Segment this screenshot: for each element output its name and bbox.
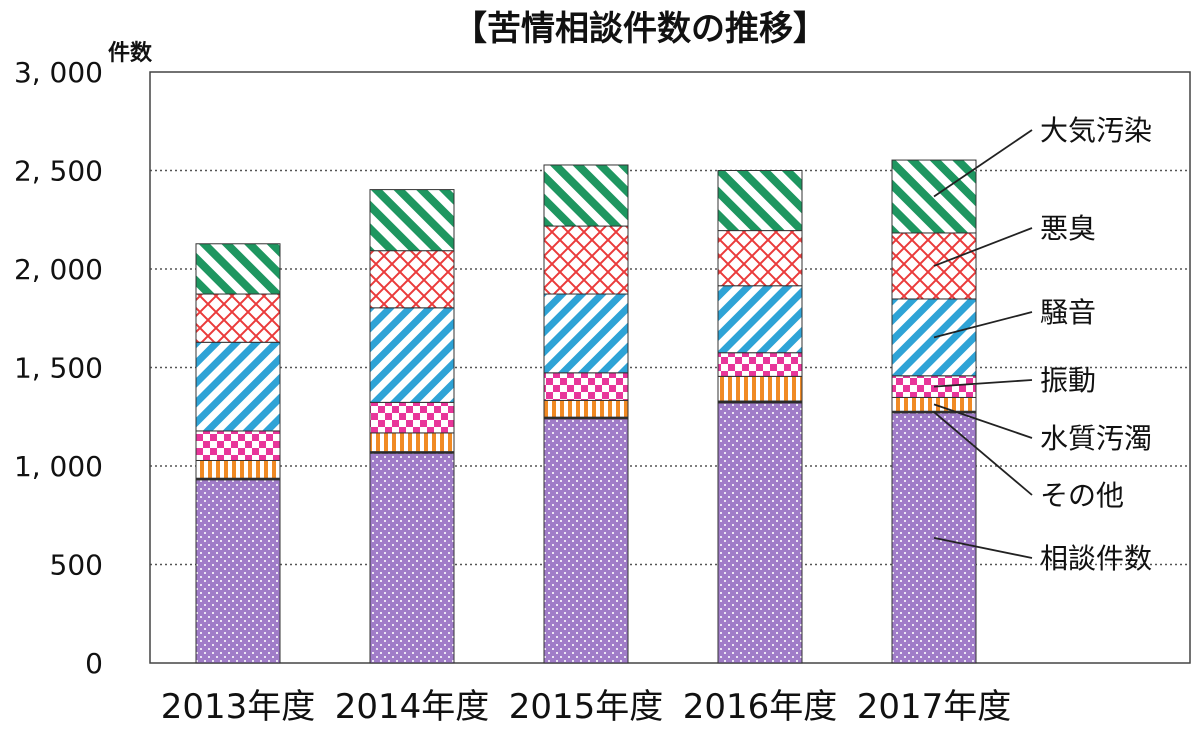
legend-label: 相談件数 [1040, 542, 1152, 575]
bars [195, 159, 977, 664]
x-category-label: 2013年度 [161, 687, 316, 727]
bar-segment [195, 479, 281, 664]
bar-segment [543, 372, 629, 401]
y-tick-label: 1, 000 [14, 450, 103, 483]
y-axis-ticks: 0 500 1, 000 1, 500 2, 000 2, 500 3, 000 [14, 56, 103, 680]
y-axis-unit-label: 件数 [108, 40, 153, 66]
x-axis-categories: 2013年度 2014年度 2015年度 2016年度 2017年度 [161, 687, 1012, 727]
bar-segment [369, 432, 455, 453]
y-tick-label: 3, 000 [14, 56, 103, 89]
legend-label: 悪臭 [1040, 212, 1096, 245]
legend-label: 大気汚染 [1040, 114, 1152, 147]
bar-segment [369, 307, 455, 403]
callout-line [933, 411, 1033, 496]
bar-segment [543, 225, 629, 295]
bar-segment [543, 164, 629, 227]
bar-segment [717, 285, 803, 354]
callout-line [933, 537, 1033, 559]
legend-label: 水質汚濁 [1040, 422, 1152, 455]
x-category-label: 2017年度 [857, 687, 1012, 727]
callout-line [933, 129, 1033, 198]
bar-segment [195, 459, 281, 479]
y-tick-label: 2, 500 [14, 155, 103, 188]
bar-segment [195, 430, 281, 461]
bar-segment [717, 230, 803, 287]
bar-segment [543, 399, 629, 418]
chart-title: 【苦情相談件数の推移】 [453, 9, 827, 49]
bar-segment [369, 250, 455, 309]
y-tick-label: 1, 500 [14, 352, 103, 385]
y-tick-label: 500 [50, 549, 103, 582]
legend-label: その他 [1040, 479, 1124, 512]
x-category-label: 2015年度 [509, 687, 664, 727]
callout-line [933, 403, 1033, 439]
bar-segment [717, 170, 803, 232]
bar-segment [717, 352, 803, 377]
x-category-label: 2016年度 [683, 687, 838, 727]
legend-label: 振動 [1040, 364, 1096, 397]
legend-label: 騒音 [1040, 296, 1096, 329]
bar-segment [369, 189, 455, 252]
bar-segment [369, 401, 455, 434]
plot-area-border [149, 71, 1191, 664]
gridlines [150, 169, 1190, 566]
bar-segment [369, 452, 455, 664]
callout-line [933, 311, 1033, 339]
y-tick-label: 2, 000 [14, 253, 103, 286]
bar-segment [543, 293, 629, 374]
y-tick-label: 0 [85, 647, 103, 680]
bar-segment [195, 293, 281, 343]
bar-segment [717, 402, 803, 664]
bar-segment [717, 375, 803, 402]
bar-segment [543, 418, 629, 664]
x-category-label: 2014年度 [335, 687, 490, 727]
bar-segment [195, 243, 281, 295]
callout-line [933, 379, 1033, 388]
bar-segment [195, 341, 281, 432]
callout-line [933, 227, 1033, 267]
